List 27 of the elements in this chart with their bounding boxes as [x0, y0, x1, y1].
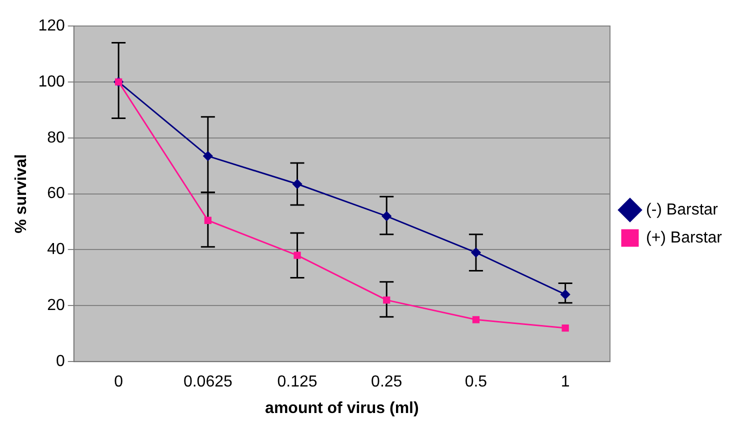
x-tick-label: 1 [560, 374, 570, 391]
x-tick-label: 0.25 [371, 374, 402, 391]
legend-label: (+) Barstar [646, 229, 723, 246]
point [472, 316, 480, 324]
x-tick-label: 0 [114, 374, 124, 391]
point [383, 296, 390, 304]
y-axis-title: % survival [13, 154, 30, 234]
x-tick-label: 0.125 [277, 374, 318, 391]
y-tick-label: 80 [47, 129, 65, 146]
legend-label: (-) Barstar [646, 201, 719, 218]
point [203, 151, 213, 161]
y-tick-label: 20 [47, 297, 65, 314]
point [292, 179, 302, 189]
point [471, 248, 481, 258]
point [560, 290, 570, 300]
y-tick-label: 100 [38, 73, 65, 90]
y-tick-label: 0 [56, 353, 65, 370]
y-tick-label: 120 [38, 17, 65, 34]
x-axis-title: amount of virus (ml) [265, 400, 419, 417]
y-tick-label: 40 [47, 241, 65, 258]
point [204, 216, 212, 224]
point [562, 324, 569, 332]
x-tick-label: 0.5 [464, 374, 488, 391]
point [382, 211, 392, 221]
y-tick-label: 60 [47, 185, 65, 202]
x-tick-label: 0.0625 [183, 374, 232, 391]
point [294, 252, 301, 259]
